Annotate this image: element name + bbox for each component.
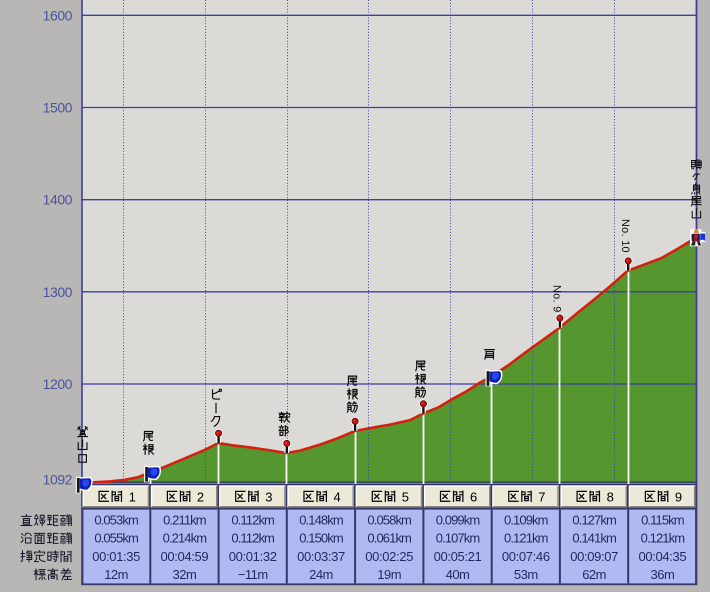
svg-text:1092: 1092 <box>43 471 73 487</box>
svg-text:0.214km: 0.214km <box>163 531 207 546</box>
svg-text:0.061km: 0.061km <box>367 531 411 546</box>
svg-text:No. 10: No. 10 <box>619 219 631 253</box>
svg-text:6: 6 <box>470 489 477 504</box>
svg-text:62m: 62m <box>582 567 606 582</box>
svg-text:0.099km: 0.099km <box>436 513 480 528</box>
svg-text:0.211km: 0.211km <box>163 513 206 528</box>
svg-text:00:02:25: 00:02:25 <box>365 549 413 564</box>
svg-text:0.107km: 0.107km <box>436 531 480 546</box>
svg-text:9: 9 <box>675 489 682 504</box>
svg-text:24m: 24m <box>309 567 333 582</box>
svg-text:00:09:07: 00:09:07 <box>570 549 618 564</box>
svg-text:0.127km: 0.127km <box>572 513 616 528</box>
svg-text:0.148km: 0.148km <box>299 513 343 528</box>
svg-text:1600: 1600 <box>43 7 73 23</box>
svg-text:4: 4 <box>334 489 341 504</box>
svg-text:7: 7 <box>538 489 545 504</box>
svg-text:0.109km: 0.109km <box>504 513 548 528</box>
svg-text:1500: 1500 <box>43 100 73 116</box>
svg-text:0.055km: 0.055km <box>94 531 138 546</box>
svg-text:8: 8 <box>607 489 614 504</box>
svg-text:1: 1 <box>129 489 136 504</box>
svg-text:19m: 19m <box>377 567 401 582</box>
svg-text:00:07:46: 00:07:46 <box>502 549 550 564</box>
svg-text:−11m: −11m <box>238 567 268 582</box>
svg-text:0.141km: 0.141km <box>572 531 616 546</box>
svg-text:0.121km: 0.121km <box>641 531 685 546</box>
svg-text:36m: 36m <box>651 567 675 582</box>
svg-text:0.115km: 0.115km <box>641 513 684 528</box>
svg-text:1300: 1300 <box>43 284 73 300</box>
svg-text:00:01:35: 00:01:35 <box>92 549 140 564</box>
svg-text:00:03:37: 00:03:37 <box>297 549 345 564</box>
svg-text:1400: 1400 <box>43 192 73 208</box>
svg-text:0.058km: 0.058km <box>367 513 411 528</box>
svg-text:0.112km: 0.112km <box>231 513 274 528</box>
svg-text:0.150km: 0.150km <box>299 531 343 546</box>
svg-text:0.112km: 0.112km <box>231 531 274 546</box>
svg-text:0.121km: 0.121km <box>504 531 548 546</box>
svg-text:2: 2 <box>197 489 204 504</box>
svg-text:3: 3 <box>265 489 272 504</box>
svg-text:00:04:35: 00:04:35 <box>638 549 686 564</box>
svg-text:1200: 1200 <box>43 376 73 392</box>
svg-text:No. 9: No. 9 <box>551 285 563 313</box>
svg-text:0.053km: 0.053km <box>94 513 138 528</box>
svg-text:00:05:21: 00:05:21 <box>434 549 482 564</box>
svg-text:40m: 40m <box>446 567 470 582</box>
svg-text:53m: 53m <box>514 567 538 582</box>
svg-text:5: 5 <box>402 489 409 504</box>
svg-text:12m: 12m <box>104 567 128 582</box>
svg-text:32m: 32m <box>173 567 197 582</box>
svg-text:00:04:59: 00:04:59 <box>160 549 208 564</box>
svg-text:00:01:32: 00:01:32 <box>229 549 277 564</box>
